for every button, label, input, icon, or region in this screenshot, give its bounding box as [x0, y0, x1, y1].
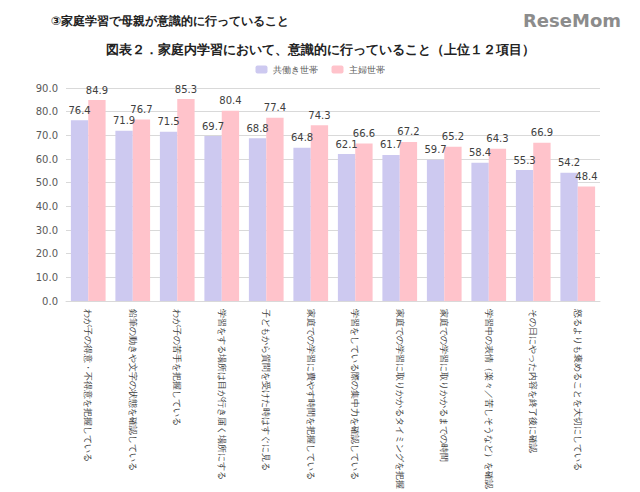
- svg-text:80.0: 80.0: [36, 106, 58, 117]
- svg-text:85.3: 85.3: [175, 84, 197, 95]
- svg-text:60.0: 60.0: [36, 154, 58, 165]
- svg-text:学習をする場所は目が行き届く場所にする: 学習をする場所は目が行き届く場所にする: [217, 309, 227, 480]
- svg-text:30.0: 30.0: [36, 225, 58, 236]
- svg-text:76.4: 76.4: [68, 105, 90, 116]
- svg-text:子どもから質問を受けた時はすぐに見る: 子どもから質問を受けた時はすぐに見る: [261, 309, 271, 471]
- svg-text:59.7: 59.7: [424, 144, 446, 155]
- svg-text:怒るよりも褒めることを大切にしている: 怒るよりも褒めることを大切にしている: [573, 308, 583, 471]
- svg-text:家庭での学習に費やす時間を把握している: 家庭での学習に費やす時間を把握している: [306, 309, 316, 480]
- svg-text:48.4: 48.4: [575, 171, 597, 182]
- svg-text:図表２．家庭内学習において、意識的に行っていること（上位１２: 図表２．家庭内学習において、意識的に行っていること（上位１２項目）: [106, 42, 535, 57]
- svg-text:わが子の苦手を把握している: わが子の苦手を把握している: [172, 309, 182, 426]
- svg-text:家庭での学習に取りかかるまでの時間: 家庭での学習に取りかかるまでの時間: [439, 309, 449, 462]
- svg-text:ReseMom: ReseMom: [523, 10, 621, 31]
- svg-text:10.0: 10.0: [36, 272, 58, 283]
- svg-text:その日にやった内容を終了後に確認: その日にやった内容を終了後に確認: [528, 309, 538, 453]
- svg-text:40.0: 40.0: [36, 201, 58, 212]
- svg-text:65.2: 65.2: [442, 131, 464, 142]
- svg-text:90.0: 90.0: [36, 83, 58, 94]
- svg-text:84.9: 84.9: [86, 85, 108, 96]
- svg-text:共働き世帯: 共働き世帯: [273, 65, 318, 75]
- svg-text:58.4: 58.4: [469, 147, 491, 158]
- svg-text:学習をしている際の集中力を確認している: 学習をしている際の集中力を確認している: [350, 309, 360, 480]
- svg-text:68.8: 68.8: [246, 123, 268, 134]
- svg-text:54.2: 54.2: [558, 157, 580, 168]
- svg-text:61.7: 61.7: [380, 139, 402, 150]
- svg-text:76.7: 76.7: [130, 104, 152, 115]
- svg-text:62.1: 62.1: [335, 139, 357, 150]
- svg-text:鉛筆の動きや文字の状態を確認している: 鉛筆の動きや文字の状態を確認している: [128, 309, 138, 471]
- svg-text:50.0: 50.0: [36, 177, 58, 188]
- svg-text:80.4: 80.4: [219, 95, 241, 106]
- svg-text:70.0: 70.0: [36, 130, 58, 141]
- svg-text:家庭での学習に取りかかるタイミングを把握: 家庭での学習に取りかかるタイミングを把握: [395, 309, 405, 489]
- svg-text:学習中の表情（楽々／苦しそうなど）を確認: 学習中の表情（楽々／苦しそうなど）を確認: [484, 309, 494, 489]
- svg-text:64.8: 64.8: [291, 132, 313, 143]
- svg-text:77.4: 77.4: [264, 102, 286, 113]
- svg-text:③家庭学習で母親が意識的に行っていること: ③家庭学習で母親が意識的に行っていること: [51, 14, 289, 28]
- svg-text:71.5: 71.5: [157, 116, 179, 127]
- svg-text:64.3: 64.3: [486, 133, 508, 144]
- svg-text:0.0: 0.0: [42, 296, 58, 307]
- svg-text:66.9: 66.9: [531, 127, 553, 138]
- svg-text:66.6: 66.6: [353, 128, 375, 139]
- svg-text:71.9: 71.9: [113, 115, 135, 126]
- svg-text:わが子の得意・不得意を把握している: わが子の得意・不得意を把握している: [83, 309, 93, 462]
- svg-text:55.3: 55.3: [513, 155, 535, 166]
- svg-text:69.7: 69.7: [202, 121, 224, 132]
- svg-text:67.2: 67.2: [397, 126, 419, 137]
- svg-text:主婦世帯: 主婦世帯: [349, 65, 385, 75]
- svg-text:20.0: 20.0: [36, 248, 58, 259]
- svg-text:74.3: 74.3: [308, 110, 330, 121]
